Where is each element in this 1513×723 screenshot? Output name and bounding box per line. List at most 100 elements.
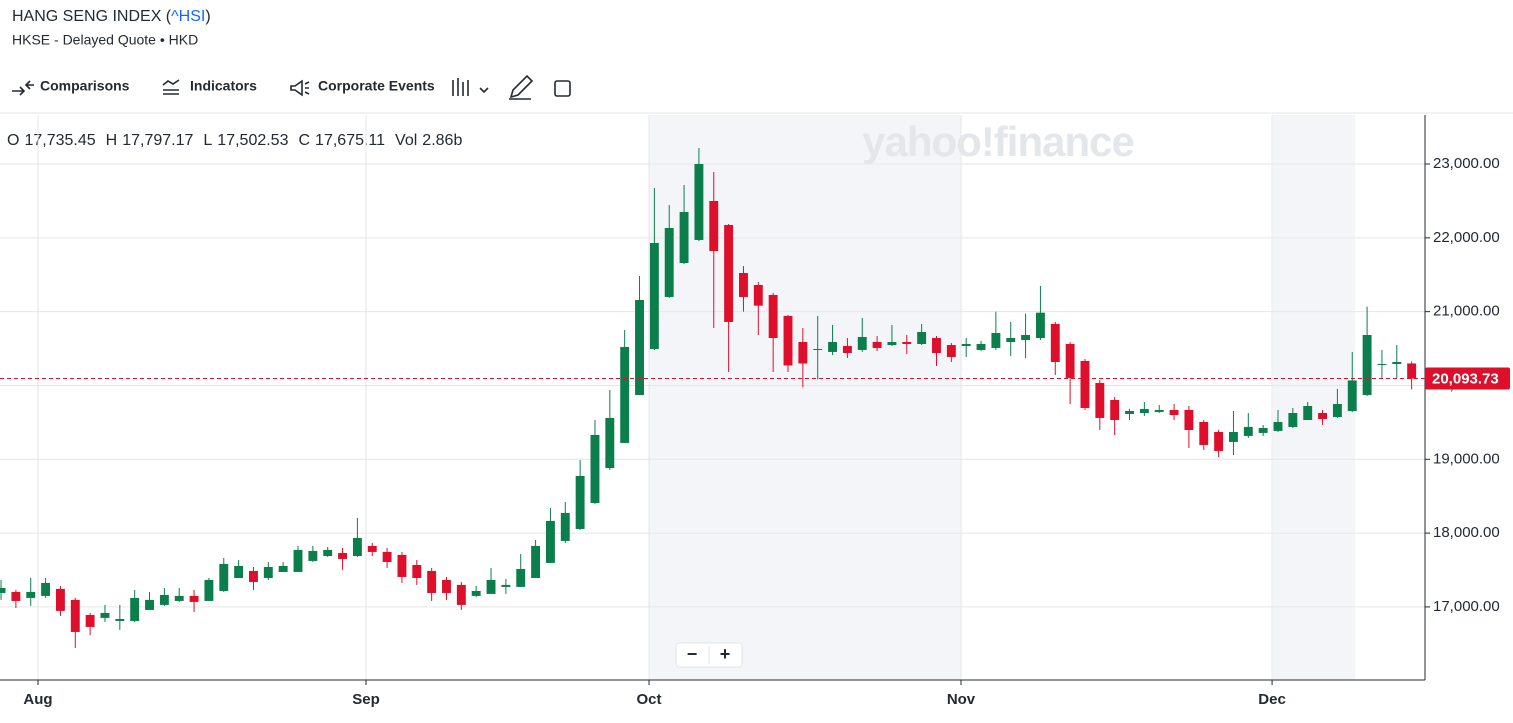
candle-body xyxy=(204,579,214,601)
candle-body xyxy=(397,554,407,577)
candle-body xyxy=(1065,343,1075,378)
ohlc-value: 17,675.11 xyxy=(315,132,385,149)
toolbar-button[interactable]: Corporate Events xyxy=(318,78,435,94)
period-shade xyxy=(1273,115,1355,680)
candle-body xyxy=(174,595,184,601)
candle-body xyxy=(768,294,778,339)
candle-body xyxy=(249,570,258,582)
candle-body xyxy=(1214,431,1224,451)
y-tick-label: 17,000.00 xyxy=(1433,598,1500,615)
icon xyxy=(162,79,180,95)
candle-body xyxy=(1125,411,1134,414)
title-part: ) xyxy=(205,8,210,25)
x-tick-label: Dec xyxy=(1258,691,1286,708)
candle-body xyxy=(1258,427,1268,433)
candle-body xyxy=(55,588,65,611)
candle-body xyxy=(694,164,704,240)
candle-body xyxy=(620,347,630,443)
candle-body xyxy=(560,512,570,541)
candle-body xyxy=(1377,363,1387,365)
title: HANG SENG INDEX (^HSI) xyxy=(12,8,211,25)
candle-body xyxy=(635,299,644,395)
candle-body xyxy=(85,614,95,627)
y-tick-label: 23,000.00 xyxy=(1433,155,1500,172)
title-part: HANG SENG INDEX ( xyxy=(12,8,172,25)
candle-body xyxy=(0,587,6,593)
y-tick-label: 19,000.00 xyxy=(1433,450,1500,467)
candle-body xyxy=(798,341,808,364)
y-tick-label: 18,000.00 xyxy=(1433,524,1500,541)
candle-body xyxy=(1243,426,1253,436)
toolbar-button[interactable]: Comparisons xyxy=(40,78,130,94)
candle-body xyxy=(11,591,21,601)
candle-body xyxy=(575,475,585,529)
candle-body xyxy=(1006,338,1016,342)
icon[interactable] xyxy=(509,74,534,100)
ohlc-label: Vol xyxy=(395,132,417,149)
candle-body xyxy=(739,272,748,297)
candle-body xyxy=(412,564,422,578)
icon xyxy=(12,80,34,96)
candle-body xyxy=(1229,431,1238,442)
ohlc-label: C xyxy=(298,132,310,149)
icon[interactable] xyxy=(452,78,489,96)
candle-body xyxy=(1288,413,1298,427)
ohlc-label: H xyxy=(106,132,118,149)
candle-body xyxy=(1273,422,1283,431)
candle-body xyxy=(917,332,927,344)
toolbar-button[interactable]: Indicators xyxy=(190,78,257,94)
candle-body xyxy=(1139,408,1149,414)
candle-body xyxy=(100,612,110,618)
ohlc-info: O 17,735.45 H 17,797.17 L 17,502.53 C 17,675.11… xyxy=(7,132,462,149)
candle-body xyxy=(872,341,882,348)
candle-body xyxy=(293,549,303,572)
ohlc-value: 2.86b xyxy=(422,132,462,149)
candle-body xyxy=(1318,413,1328,419)
ohlc-label: L xyxy=(203,132,212,149)
zoom-controls: − + xyxy=(675,642,743,668)
subtitle: HKSE - Delayed Quote • HKD xyxy=(12,32,198,48)
candle-body xyxy=(471,590,481,596)
candle-body xyxy=(70,599,80,632)
candle-body xyxy=(145,599,154,610)
candle-body xyxy=(1303,405,1313,421)
candle-body xyxy=(709,200,719,251)
y-tick-label: 21,000.00 xyxy=(1433,303,1500,320)
candle-body xyxy=(130,597,140,621)
candle-body xyxy=(1080,360,1090,408)
watermark: yahoo!finance xyxy=(862,118,1134,165)
symbol: ^HSI xyxy=(171,8,205,25)
candle-body xyxy=(1021,334,1031,340)
candle-body xyxy=(115,618,125,621)
ohlc-value: 17,797.17 xyxy=(122,132,193,149)
candle-body xyxy=(1347,380,1357,412)
candle-body xyxy=(605,417,615,468)
candle-body xyxy=(1392,361,1402,364)
candle-body xyxy=(649,242,659,350)
last-price-label: 20,093.73 xyxy=(1432,371,1499,388)
candle-body xyxy=(531,545,541,578)
last-price-box xyxy=(1425,367,1510,390)
zoom-in[interactable]: + xyxy=(720,644,731,664)
candle-body xyxy=(679,211,689,264)
icon[interactable] xyxy=(554,80,571,97)
candle-body xyxy=(278,565,288,573)
ohlc-label: O xyxy=(7,132,19,149)
icon xyxy=(290,79,310,97)
candle-body xyxy=(724,224,734,322)
candle-body xyxy=(26,591,36,598)
candle-body xyxy=(961,343,971,346)
candle-body xyxy=(1050,323,1060,362)
candle-body xyxy=(1110,400,1120,421)
candle-body xyxy=(323,549,333,556)
candle-body xyxy=(664,228,674,297)
candle-body xyxy=(501,584,511,587)
candle-body xyxy=(842,345,852,353)
candle-body xyxy=(1169,409,1179,415)
y-tick-label: 22,000.00 xyxy=(1433,229,1500,246)
background-layer xyxy=(649,115,1355,680)
ohlc-value: 17,735.45 xyxy=(24,132,95,149)
zoom-out[interactable]: − xyxy=(687,644,698,664)
candle-body xyxy=(352,537,362,556)
